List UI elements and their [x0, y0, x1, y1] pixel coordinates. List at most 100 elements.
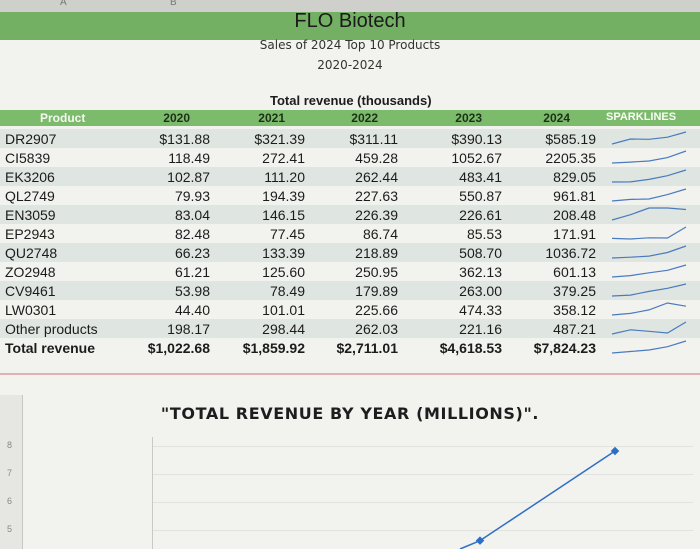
column-header-b[interactable]: B	[170, 0, 177, 8]
value-cell-2021[interactable]: 146.15	[262, 207, 305, 223]
product-cell[interactable]: Other products	[5, 321, 98, 337]
product-cell[interactable]: ZO2948	[5, 264, 56, 280]
sparkline	[611, 245, 687, 259]
table-row[interactable]: QU2748 66.23 133.39 218.89 508.70 1036.72	[0, 243, 700, 262]
value-cell-2021[interactable]: $321.39	[254, 131, 305, 147]
sparkline-path	[611, 283, 687, 297]
value-cell-2024[interactable]: 961.81	[553, 188, 596, 204]
value-cell-2021[interactable]: 101.01	[262, 302, 305, 318]
sparkline	[611, 207, 687, 221]
value-cell-2020[interactable]: $1,022.68	[147, 340, 210, 356]
value-cell-2024[interactable]: 487.21	[553, 321, 596, 337]
product-cell[interactable]: EP2943	[5, 226, 55, 242]
product-cell[interactable]: QU2748	[5, 245, 58, 261]
column-header-a[interactable]: A	[60, 0, 67, 8]
value-cell-2021[interactable]: 298.44	[262, 321, 305, 337]
product-cell[interactable]: DR2907	[5, 131, 57, 147]
value-cell-2020[interactable]: 102.87	[167, 169, 210, 185]
table-row[interactable]: ZO2948 61.21 125.60 250.95 362.13 601.13	[0, 262, 700, 281]
value-cell-2023[interactable]: 483.41	[459, 169, 502, 185]
table-row[interactable]: EK3206 102.87 111.20 262.44 483.41 829.05	[0, 167, 700, 186]
value-cell-2020[interactable]: $131.88	[159, 131, 210, 147]
value-cell-2020[interactable]: 83.04	[174, 207, 210, 223]
value-cell-2021[interactable]: 77.45	[269, 226, 305, 242]
product-cell[interactable]: CV9461	[5, 283, 56, 299]
chart-plot-area[interactable]	[152, 437, 693, 549]
product-cell[interactable]: CI5839	[5, 150, 51, 166]
value-cell-2023[interactable]: $4,618.53	[439, 340, 502, 356]
product-cell[interactable]: QL2749	[5, 188, 55, 204]
value-cell-2021[interactable]: $1,859.92	[242, 340, 305, 356]
value-cell-2023[interactable]: 1052.67	[451, 150, 502, 166]
product-cell[interactable]: EK3206	[5, 169, 55, 185]
table-row[interactable]: EN3059 83.04 146.15 226.39 226.61 208.48	[0, 205, 700, 224]
value-cell-2024[interactable]: 208.48	[553, 207, 596, 223]
table-row[interactable]: LW0301 44.40 101.01 225.66 474.33 358.12	[0, 300, 700, 319]
sparkline-path	[611, 321, 687, 335]
product-cell[interactable]: LW0301	[5, 302, 57, 318]
value-cell-2020[interactable]: 82.48	[174, 226, 210, 242]
value-cell-2023[interactable]: $390.13	[451, 131, 502, 147]
table-row[interactable]: EP2943 82.48 77.45 86.74 85.53 171.91	[0, 224, 700, 243]
value-cell-2022[interactable]: 262.03	[355, 321, 398, 337]
table-row[interactable]: Total revenue $1,022.68 $1,859.92 $2,711.01…	[0, 338, 700, 357]
value-cell-2023[interactable]: 508.70	[459, 245, 502, 261]
value-cell-2024[interactable]: 171.91	[553, 226, 596, 242]
value-cell-2022[interactable]: 262.44	[355, 169, 398, 185]
value-cell-2024[interactable]: 829.05	[553, 169, 596, 185]
value-cell-2023[interactable]: 474.33	[459, 302, 502, 318]
value-cell-2023[interactable]: 550.87	[459, 188, 502, 204]
value-cell-2021[interactable]: 194.39	[262, 188, 305, 204]
value-cell-2023[interactable]: 263.00	[459, 283, 502, 299]
table-row[interactable]: QL2749 79.93 194.39 227.63 550.87 961.81	[0, 186, 700, 205]
value-cell-2024[interactable]: $7,824.23	[533, 340, 596, 356]
header-2021: 2021	[258, 111, 285, 125]
value-cell-2021[interactable]: 272.41	[262, 150, 305, 166]
value-cell-2020[interactable]: 44.40	[174, 302, 210, 318]
value-cell-2022[interactable]: $311.11	[349, 131, 398, 147]
value-cell-2024[interactable]: 1036.72	[545, 245, 596, 261]
value-cell-2020[interactable]: 61.21	[174, 264, 210, 280]
value-cell-2020[interactable]: 79.93	[174, 188, 210, 204]
header-product: Product	[40, 111, 86, 125]
sparkline	[611, 283, 687, 297]
product-cell[interactable]: Total revenue	[5, 340, 95, 356]
sparkline-path	[611, 340, 687, 354]
table-row[interactable]: DR2907 $131.88 $321.39 $311.11 $390.13 $585.1…	[0, 129, 700, 148]
value-cell-2024[interactable]: 379.25	[553, 283, 596, 299]
table-row[interactable]: CV9461 53.98 78.49 179.89 263.00 379.25	[0, 281, 700, 300]
value-cell-2024[interactable]: 2205.35	[545, 150, 596, 166]
value-cell-2020[interactable]: 66.23	[174, 245, 210, 261]
value-cell-2022[interactable]: 459.28	[355, 150, 398, 166]
value-cell-2023[interactable]: 362.13	[459, 264, 502, 280]
value-cell-2023[interactable]: 226.61	[459, 207, 502, 223]
value-cell-2022[interactable]: 250.95	[355, 264, 398, 280]
value-cell-2021[interactable]: 111.20	[264, 169, 305, 185]
value-cell-2023[interactable]: 221.16	[459, 321, 502, 337]
value-cell-2024[interactable]: 358.12	[553, 302, 596, 318]
table-row[interactable]: CI5839 118.49 272.41 459.28 1052.67 2205.35	[0, 148, 700, 167]
subtitle: Sales of 2024 Top 10 Products	[259, 38, 441, 52]
value-cell-2021[interactable]: 125.60	[262, 264, 305, 280]
value-cell-2022[interactable]: 226.39	[355, 207, 398, 223]
header-2020: 2020	[163, 111, 190, 125]
value-cell-2022[interactable]: 225.66	[355, 302, 398, 318]
value-cell-2020[interactable]: 198.17	[167, 321, 210, 337]
value-cell-2022[interactable]: $2,711.01	[336, 340, 398, 356]
chart-title: "TOTAL REVENUE BY YEAR (MILLIONS)".	[160, 404, 540, 423]
value-cell-2023[interactable]: 85.53	[466, 226, 502, 242]
value-cell-2021[interactable]: 78.49	[269, 283, 305, 299]
value-cell-2020[interactable]: 53.98	[174, 283, 210, 299]
value-cell-2022[interactable]: 227.63	[355, 188, 398, 204]
value-cell-2021[interactable]: 133.39	[262, 245, 305, 261]
value-cell-2024[interactable]: $585.19	[545, 131, 596, 147]
value-cell-2024[interactable]: 601.13	[553, 264, 596, 280]
gridline-6	[153, 502, 693, 503]
value-cell-2022[interactable]: 179.89	[355, 283, 398, 299]
value-cell-2022[interactable]: 86.74	[362, 226, 398, 242]
product-cell[interactable]: EN3059	[5, 207, 56, 223]
value-cell-2022[interactable]: 218.89	[355, 245, 398, 261]
table-row[interactable]: Other products 198.17 298.44 262.03 221.16 48…	[0, 319, 700, 338]
value-cell-2020[interactable]: 118.49	[168, 150, 210, 166]
